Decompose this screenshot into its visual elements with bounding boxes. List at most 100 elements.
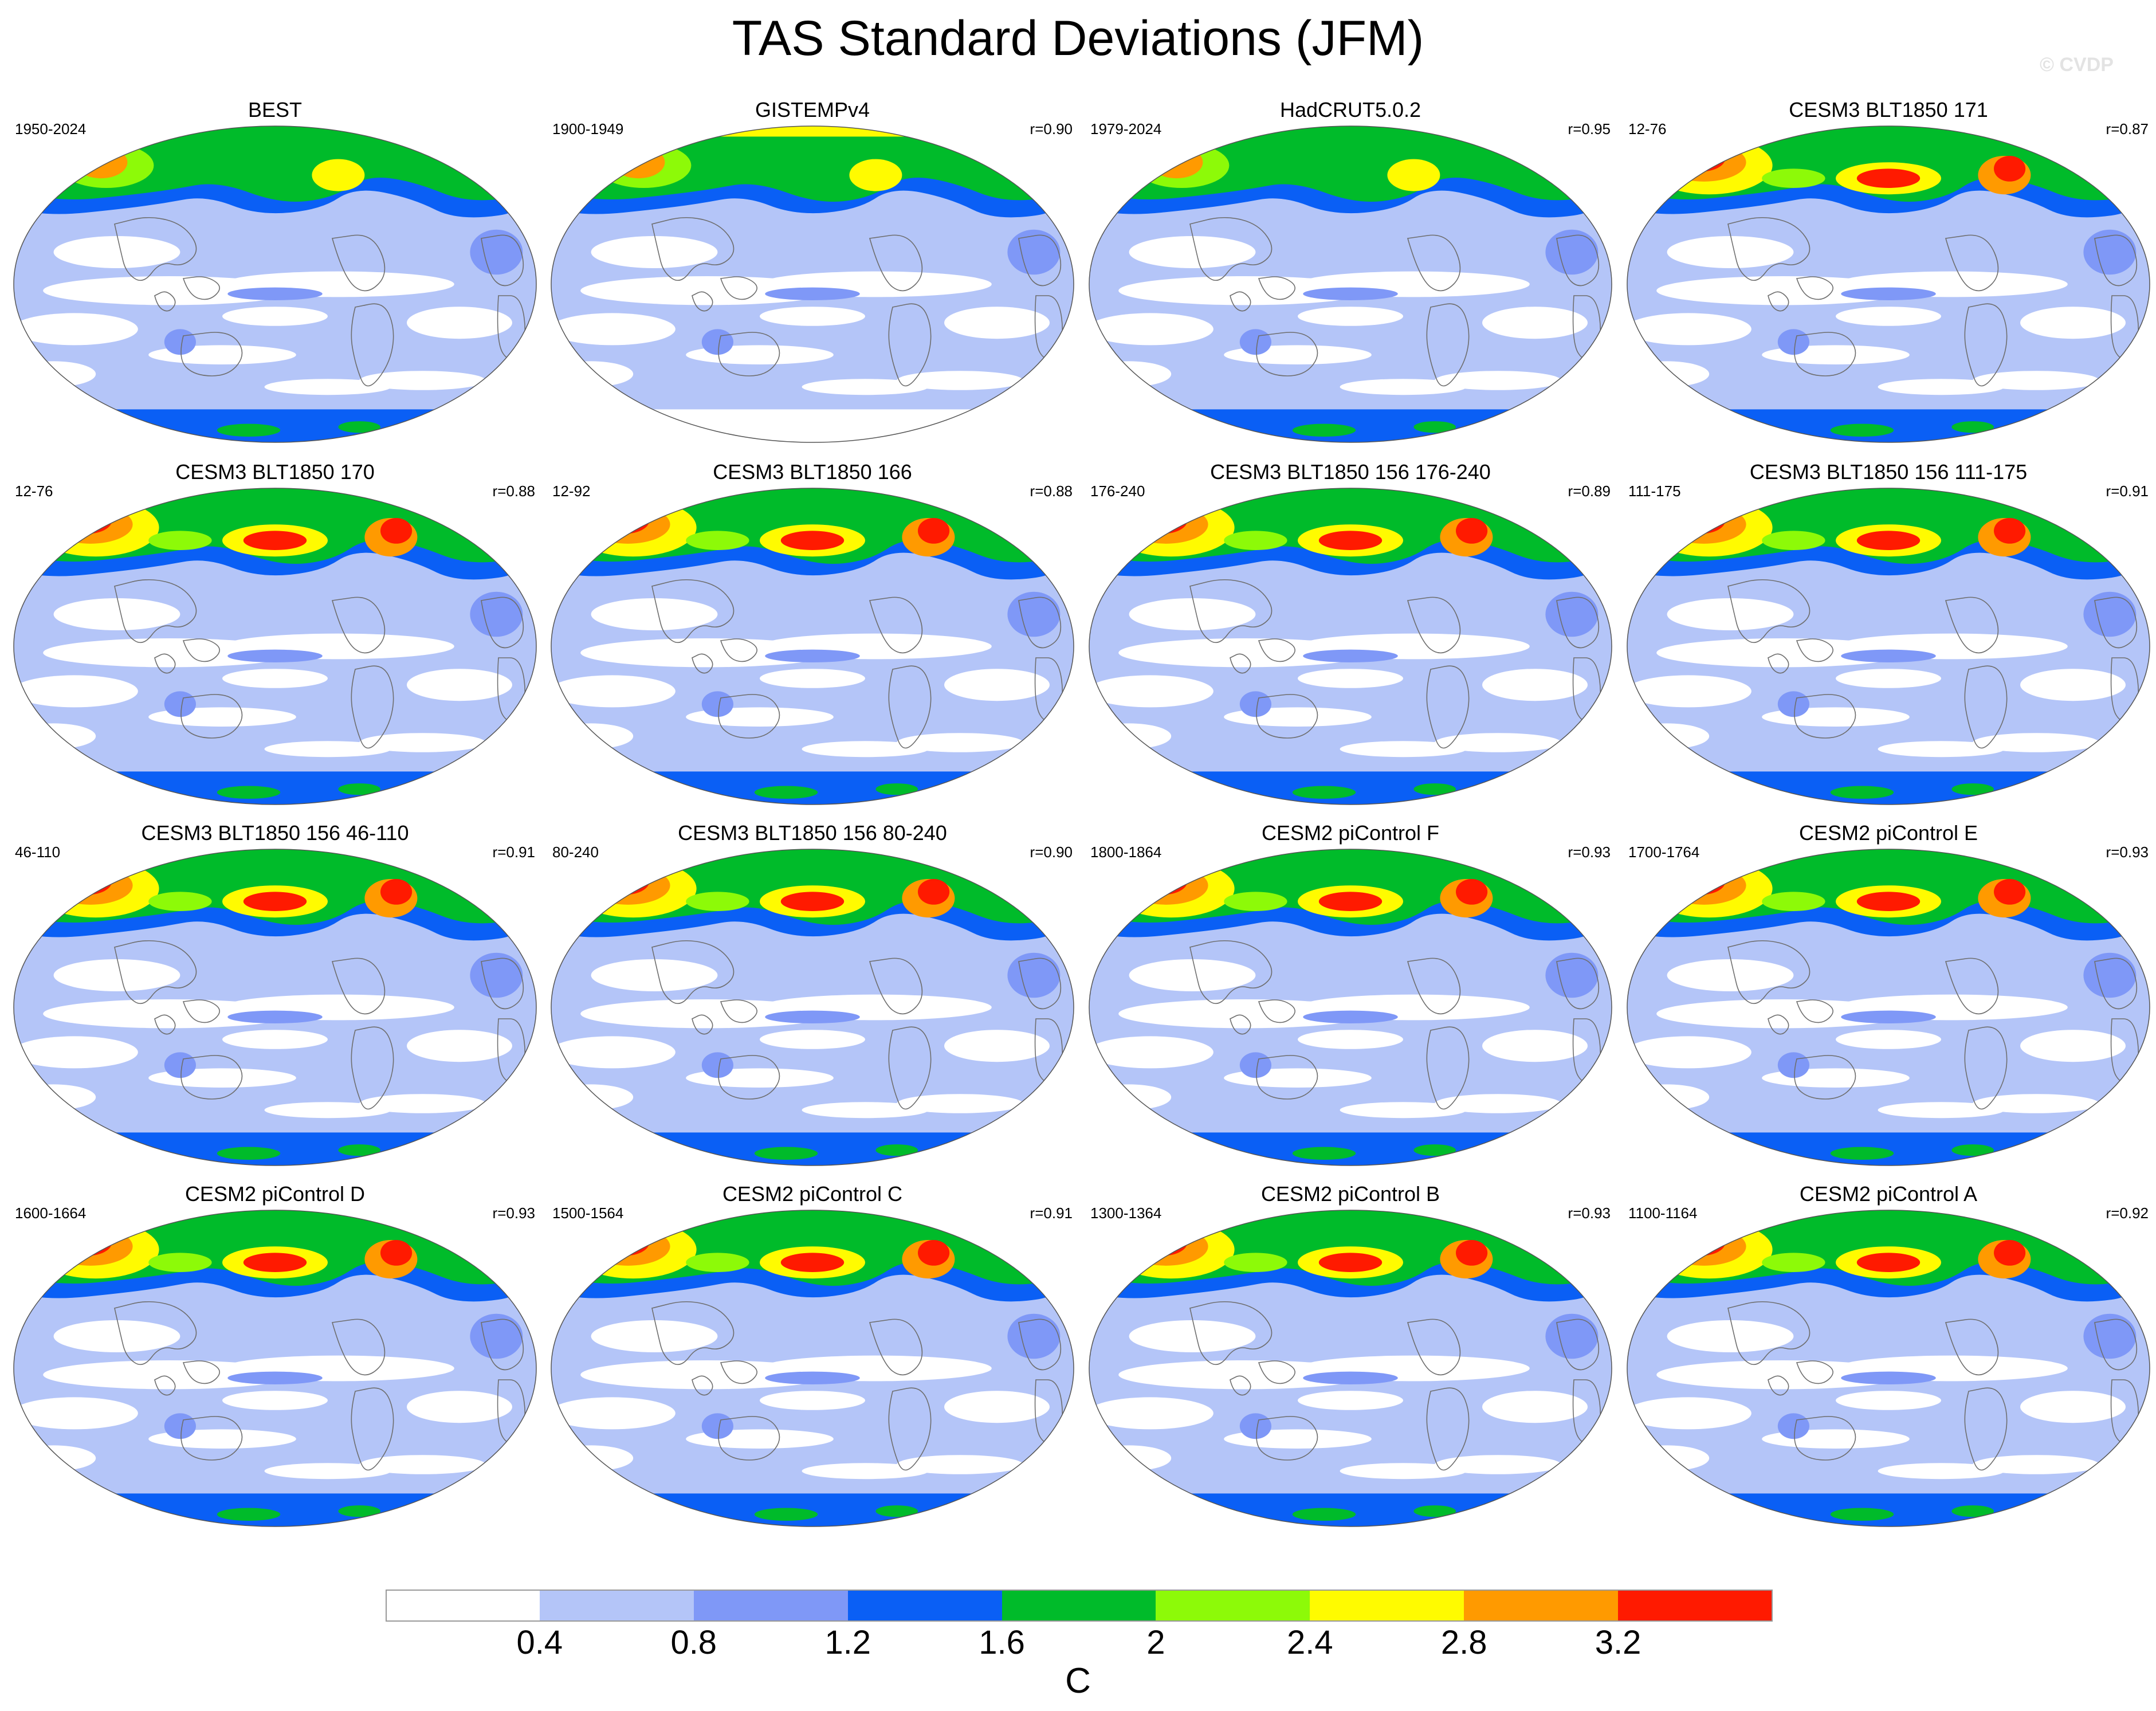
coastline (182, 1360, 220, 1384)
coastline (1796, 999, 1833, 1023)
moderate-variance-patch (227, 649, 323, 662)
coastline (1945, 1318, 1999, 1376)
moderate-variance-patch (1777, 329, 1809, 355)
coastline (1258, 276, 1295, 300)
low-variance-band (1667, 598, 1794, 631)
low-variance-band (359, 1094, 486, 1113)
colorbar-tick-label: 0.8 (670, 1624, 717, 1661)
coastline (154, 653, 176, 674)
panel-period-label: 1300-1364 (1090, 1204, 1162, 1222)
hotspot (1124, 1227, 1208, 1266)
colorbar-units: C (1065, 1661, 1091, 1701)
antarctic-patch (217, 1147, 281, 1160)
coastline (869, 234, 923, 292)
low-variance-band (802, 379, 929, 395)
low-variance-band (1129, 598, 1256, 631)
hotspot (1762, 531, 1825, 550)
colorbar-tick-label: 2 (1146, 1624, 1165, 1661)
coastline (1426, 1026, 1470, 1110)
hotspot (570, 499, 697, 557)
coastline (888, 1387, 932, 1471)
antarctic-patch (338, 783, 381, 795)
coastline (1794, 694, 1856, 739)
panel-title: CESM2 piControl F (1261, 821, 1440, 845)
map-svg (551, 1210, 1074, 1527)
hotspot (32, 860, 159, 918)
low-variance-band (222, 307, 328, 326)
hotspot (1856, 1253, 1921, 1272)
low-variance-band (760, 1030, 865, 1049)
coastline (481, 597, 524, 649)
coastline (1768, 1375, 1789, 1396)
hotspot (74, 146, 128, 179)
map-panel: CESM2 piControl F 1800-1864 r=0.93 (1081, 819, 1620, 1180)
hotspot (570, 860, 697, 918)
coastline (1964, 1026, 2008, 1110)
panel-correlation-label: r=0.91 (2106, 482, 2149, 500)
map-border (13, 125, 537, 443)
panel-title: CESM3 BLT1850 156 176-240 (1210, 460, 1491, 484)
low-variance-band (222, 669, 328, 688)
hotspot (1856, 168, 1921, 188)
hotspot (686, 892, 749, 911)
panel-title: CESM2 piControl D (184, 1182, 366, 1206)
coastline (1794, 1055, 1856, 1100)
colorbar-swatch (1310, 1590, 1465, 1622)
low-variance-band (222, 1030, 328, 1049)
antarctic-patch (338, 1144, 381, 1156)
hotspot (380, 1240, 413, 1266)
low-variance-band (1435, 1094, 1561, 1113)
panel-period-label: 1600-1664 (15, 1204, 87, 1222)
hotspot (1994, 518, 2026, 544)
map-border (13, 849, 537, 1166)
hotspot (1646, 860, 1773, 918)
map-border (1089, 1210, 1612, 1527)
hotspot (1224, 1253, 1287, 1272)
low-variance-band (551, 1036, 676, 1069)
hotspot (1762, 892, 1825, 911)
low-variance-band (2020, 1391, 2126, 1423)
low-variance-band (14, 1397, 138, 1430)
coastline (651, 1301, 735, 1365)
low-variance-band (14, 1084, 96, 1110)
map-border (1089, 488, 1612, 805)
hotspot (380, 879, 413, 905)
coastline (331, 1318, 386, 1376)
figure-title: TAS Standard Deviations (JFM) (732, 11, 1424, 66)
coastline (1258, 999, 1295, 1023)
colorbar-tick-label: 2.4 (1287, 1624, 1333, 1661)
hotspot (148, 892, 212, 911)
low-variance-band (407, 1030, 512, 1062)
antarctic-patch (875, 1505, 918, 1517)
panel-correlation-label: r=0.93 (1568, 843, 1611, 861)
coastline (720, 276, 757, 300)
coastline (154, 291, 176, 312)
moderate-variance-patch (1545, 952, 1599, 998)
low-variance-band (1298, 1030, 1403, 1049)
map-border (13, 488, 537, 805)
low-variance-band (1836, 1391, 1941, 1410)
map-svg (13, 1210, 537, 1527)
coastline (888, 1026, 932, 1110)
coastline (1407, 1318, 1461, 1376)
low-variance-band (551, 1397, 676, 1430)
coastline (1964, 665, 2008, 749)
coastline (182, 999, 220, 1023)
map-svg (1089, 488, 1612, 805)
map-svg (1089, 1210, 1612, 1527)
low-variance-band (1878, 741, 2005, 758)
low-variance-band (14, 313, 138, 346)
panel-title: CESM2 piControl E (1798, 821, 1978, 845)
low-variance-band (1667, 1320, 1794, 1353)
coastline (1189, 217, 1273, 281)
low-variance-band (551, 1445, 634, 1471)
hotspot (32, 1221, 159, 1279)
moderate-variance-patch (701, 329, 733, 355)
map-svg (1627, 125, 2150, 443)
low-variance-band (407, 669, 512, 701)
antarctic-patch (217, 1508, 281, 1521)
antarctic-patch (1830, 1147, 1894, 1160)
panel-title: CESM2 piControl B (1260, 1182, 1440, 1206)
panel-period-label: 1700-1764 (1628, 843, 1700, 861)
low-variance-band (1298, 1391, 1403, 1410)
